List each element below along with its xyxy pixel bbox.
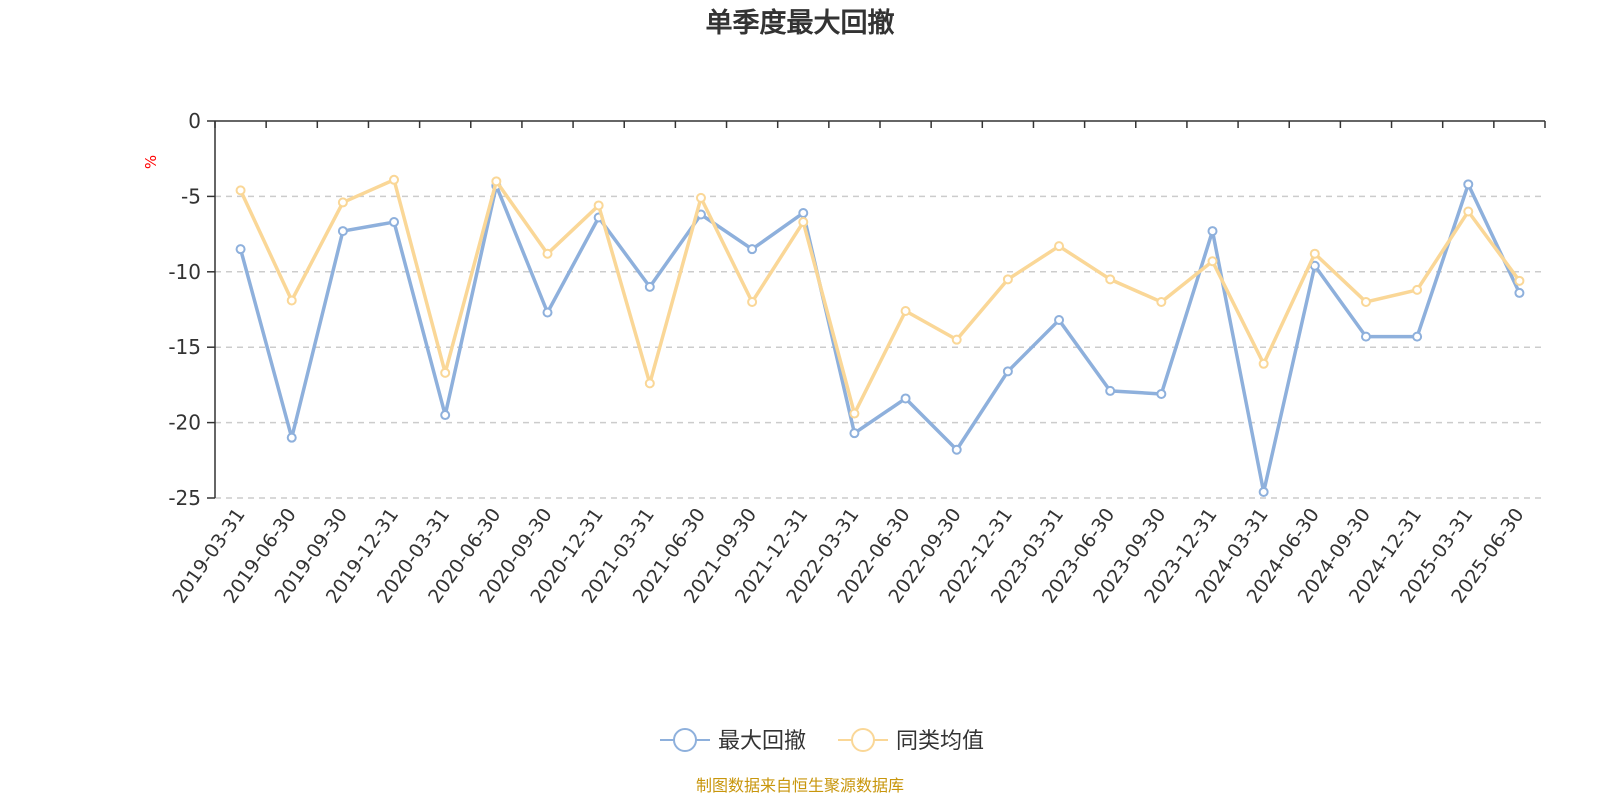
y-axis-ticks: 0 -5 -10 -15 -20 -25 bbox=[168, 109, 215, 510]
data-point bbox=[849, 408, 860, 419]
data-point bbox=[1514, 287, 1525, 298]
legend-marker bbox=[673, 728, 697, 752]
data-point bbox=[286, 432, 297, 443]
chart-title: 单季度最大回撤 bbox=[706, 7, 895, 39]
data-source-note: 制图数据来自恒生聚源数据库 bbox=[696, 776, 904, 795]
data-point bbox=[951, 334, 962, 345]
series-1 bbox=[235, 179, 1525, 497]
data-point bbox=[1207, 256, 1218, 267]
data-point bbox=[1002, 274, 1013, 285]
data-point bbox=[235, 244, 246, 255]
data-point bbox=[1156, 388, 1167, 399]
y-tick-label: -10 bbox=[168, 260, 201, 284]
data-point bbox=[1463, 179, 1474, 190]
data-point bbox=[1412, 331, 1423, 342]
series-line bbox=[238, 182, 1522, 494]
legend-item-2: 同类均值 bbox=[838, 728, 984, 754]
data-point bbox=[1258, 358, 1269, 369]
data-point bbox=[747, 296, 758, 307]
data-point bbox=[1463, 206, 1474, 217]
data-point bbox=[849, 428, 860, 439]
data-point bbox=[644, 281, 655, 292]
data-point bbox=[1054, 241, 1065, 252]
legend-label: 最大回撤 bbox=[718, 729, 806, 754]
y-tick-label: -20 bbox=[168, 411, 201, 435]
data-point bbox=[1002, 366, 1013, 377]
data-point bbox=[440, 410, 451, 421]
data-point bbox=[337, 197, 348, 208]
data-point bbox=[440, 367, 451, 378]
data-point bbox=[951, 444, 962, 455]
data-point bbox=[900, 306, 911, 317]
series-line bbox=[238, 178, 1521, 416]
y-axis-unit: % bbox=[142, 155, 160, 169]
data-point bbox=[747, 244, 758, 255]
series-group bbox=[235, 174, 1525, 497]
data-point bbox=[798, 217, 809, 228]
data-point bbox=[593, 200, 604, 211]
data-point bbox=[1514, 275, 1525, 286]
series-2 bbox=[235, 174, 1525, 419]
data-point bbox=[491, 176, 502, 187]
data-point bbox=[389, 174, 400, 185]
data-point bbox=[1412, 284, 1423, 295]
data-point bbox=[235, 185, 246, 196]
x-axis-ticks: 2019-03-312019-06-302019-09-302019-12-31… bbox=[168, 121, 1546, 607]
data-point bbox=[1105, 385, 1116, 396]
data-point bbox=[1105, 274, 1116, 285]
data-point bbox=[1156, 296, 1167, 307]
y-tick-label: -15 bbox=[168, 335, 201, 359]
grid-lines bbox=[215, 195, 1545, 499]
data-point bbox=[1309, 248, 1320, 259]
legend-label: 同类均值 bbox=[896, 729, 984, 754]
data-point bbox=[542, 248, 553, 259]
data-point bbox=[695, 192, 706, 203]
data-point bbox=[1360, 331, 1371, 342]
data-point bbox=[644, 378, 655, 389]
data-point bbox=[900, 393, 911, 404]
data-point bbox=[337, 226, 348, 237]
data-point bbox=[1258, 486, 1269, 497]
legend-item-1: 最大回撤 bbox=[660, 728, 806, 754]
y-tick-label: -5 bbox=[181, 184, 201, 208]
data-point bbox=[798, 207, 809, 218]
data-point bbox=[389, 217, 400, 228]
y-tick-label: 0 bbox=[188, 109, 201, 133]
legend-marker bbox=[851, 728, 875, 752]
data-point bbox=[1207, 226, 1218, 237]
data-point bbox=[1360, 296, 1371, 307]
data-point bbox=[286, 295, 297, 306]
y-tick-label: -25 bbox=[168, 486, 201, 510]
data-point bbox=[542, 307, 553, 318]
legend: 最大回撤 同类均值 bbox=[660, 728, 984, 754]
data-point bbox=[1054, 315, 1065, 326]
